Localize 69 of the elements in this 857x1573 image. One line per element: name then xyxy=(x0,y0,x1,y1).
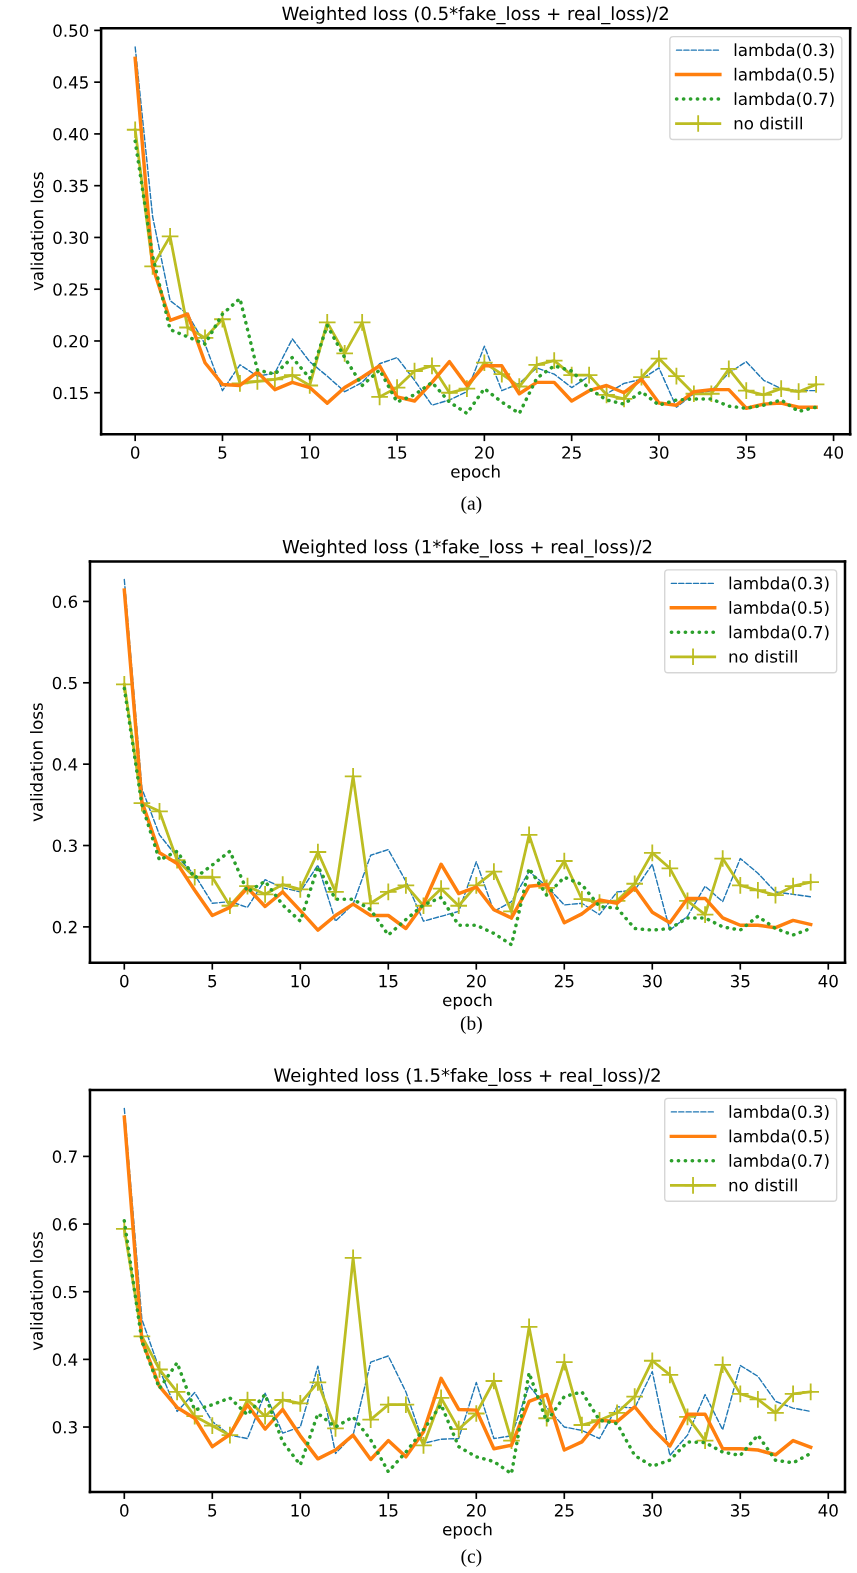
x-tick-label: 25 xyxy=(554,1504,574,1517)
legend-label: lambda(0.3) xyxy=(729,1105,829,1120)
x-tick-label: 15 xyxy=(379,974,398,988)
y-tick-label: 0.6 xyxy=(52,595,78,608)
y-axis-title: validation loss xyxy=(29,703,43,822)
y-tick-label: 0.4 xyxy=(52,758,78,771)
y-tick-label: 0.4 xyxy=(52,1353,78,1366)
x-tick-label: 30 xyxy=(649,446,669,459)
x-tick-label: 10 xyxy=(291,974,310,988)
chart-title: Weighted loss (1.5*fake_loss + real_loss)/2 xyxy=(274,1068,660,1087)
x-tick-label: 0 xyxy=(130,446,140,459)
x-tick-label: 35 xyxy=(730,974,750,988)
legend-label: lambda(0.5) xyxy=(729,1129,829,1145)
x-tick-label: 15 xyxy=(379,1504,398,1517)
y-tick-label: 0.50 xyxy=(53,24,89,37)
x-tick-label: 5 xyxy=(208,974,217,988)
x-tick-label: 30 xyxy=(642,974,662,988)
x-axis-title: epoch xyxy=(443,993,492,1010)
y-axis-title: validation loss xyxy=(30,172,44,291)
text: (a) xyxy=(461,496,482,514)
x-tick-label: 30 xyxy=(642,1504,662,1517)
legend-label: lambda(0.3) xyxy=(729,576,829,592)
legend-label: no distill xyxy=(729,649,797,663)
x-tick-label: 10 xyxy=(291,1504,310,1517)
x-tick-label: 0 xyxy=(120,1504,129,1517)
chart-title: Weighted loss (0.5*fake_loss + real_loss)/2 xyxy=(282,6,668,25)
x-tick-label: 25 xyxy=(562,446,581,459)
y-tick-label: 0.30 xyxy=(53,231,89,245)
legend-label: lambda(0.5) xyxy=(734,67,834,83)
legend-label: lambda(0.5) xyxy=(729,601,829,616)
x-tick-label: 40 xyxy=(823,446,844,459)
legend-label: no distill xyxy=(734,116,802,130)
x-axis-title: epoch xyxy=(443,1522,492,1539)
x-tick-label: 20 xyxy=(474,446,494,459)
x-tick-label: 15 xyxy=(388,446,407,459)
x-tick-label: 20 xyxy=(466,1504,486,1517)
x-tick-label: 0 xyxy=(120,974,129,988)
text: (b) xyxy=(460,1016,482,1034)
y-tick-label: 0.15 xyxy=(53,386,88,400)
legend-label: lambda(0.7) xyxy=(734,92,834,108)
y-tick-label: 0.35 xyxy=(53,179,88,193)
y-tick-label: 0.20 xyxy=(53,334,89,348)
x-tick-label: 5 xyxy=(218,446,227,459)
x-tick-label: 35 xyxy=(736,446,756,459)
y-tick-label: 0.7 xyxy=(52,1150,77,1163)
legend-label: lambda(0.7) xyxy=(729,1154,829,1169)
x-tick-label: 25 xyxy=(554,974,574,988)
legend-label: lambda(0.3) xyxy=(734,43,834,59)
y-tick-label: 0.5 xyxy=(52,1285,77,1299)
x-tick-label: 10 xyxy=(301,446,320,459)
y-tick-label: 0.2 xyxy=(52,920,77,934)
text: (c) xyxy=(461,1549,482,1567)
y-tick-label: 0.25 xyxy=(53,283,88,296)
x-axis-title: epoch xyxy=(451,464,500,481)
x-tick-label: 35 xyxy=(730,1504,750,1517)
legend-label: no distill xyxy=(729,1178,797,1192)
x-tick-label: 20 xyxy=(466,974,486,988)
x-tick-label: 5 xyxy=(208,1504,217,1517)
y-tick-label: 0.6 xyxy=(52,1218,78,1231)
y-tick-label: 0.45 xyxy=(53,76,88,89)
x-tick-label: 40 xyxy=(818,1504,838,1517)
y-tick-label: 0.40 xyxy=(53,127,89,141)
chart-title: Weighted loss (1*fake_loss + real_loss)/2 xyxy=(282,539,652,558)
y-tick-label: 0.3 xyxy=(52,1421,77,1434)
y-tick-label: 0.5 xyxy=(52,676,77,690)
y-axis-title: validation loss xyxy=(29,1232,43,1351)
y-tick-label: 0.3 xyxy=(52,839,77,853)
legend-label: lambda(0.7) xyxy=(729,625,829,641)
x-tick-label: 40 xyxy=(818,974,838,988)
